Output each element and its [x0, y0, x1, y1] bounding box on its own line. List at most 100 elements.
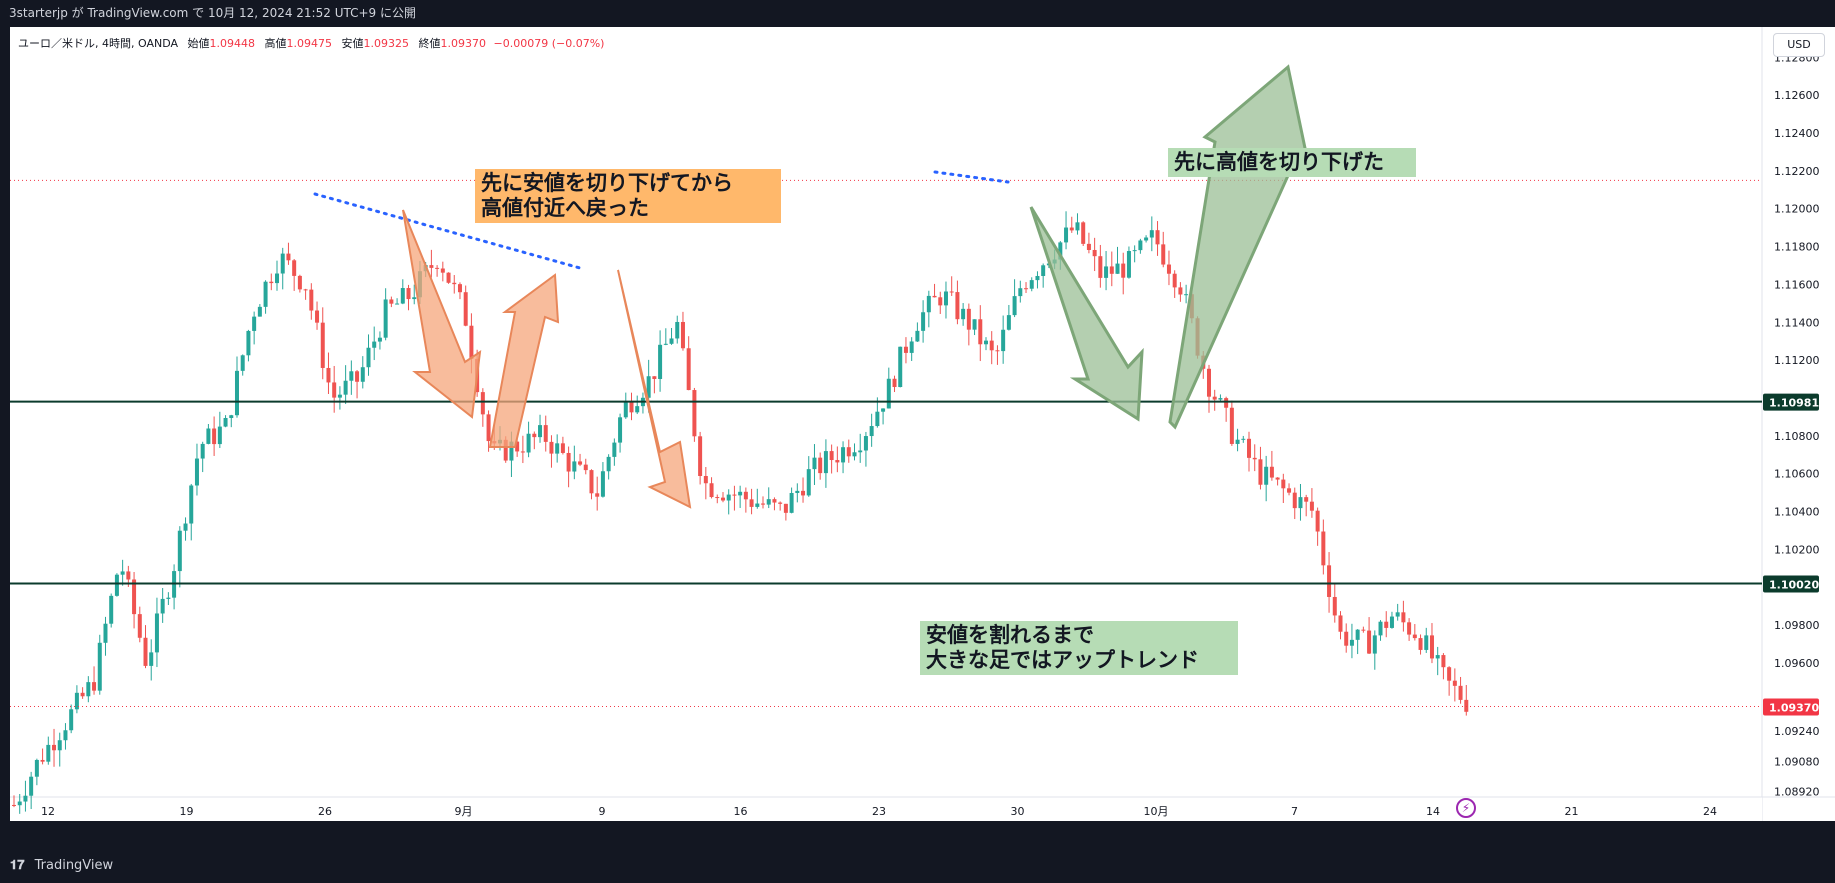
- candle-body: [1086, 243, 1091, 250]
- candle-body: [1075, 222, 1080, 231]
- candle-body: [1355, 629, 1360, 640]
- x-tick-label: 21: [1565, 805, 1579, 818]
- candle-body: [1184, 294, 1189, 296]
- orange-annotation-line-1: 先に安値を切り下げてから: [481, 171, 733, 195]
- candle-body: [823, 451, 828, 474]
- change-value: −0.00079 (−0.07%): [493, 37, 605, 50]
- footer: 𝟏𝟕 TradingView: [0, 849, 1835, 883]
- candle-body: [966, 308, 971, 330]
- candle-body: [1349, 639, 1354, 646]
- candle-body: [829, 451, 834, 461]
- chart-area[interactable]: 1.12800 1.12600 1.12400 1.12200 1.12000 1.118…: [10, 27, 1835, 821]
- close-label: 終値: [418, 37, 441, 50]
- candle-body: [612, 442, 617, 457]
- green-annotation-bottom: 安値を割れるまで 大きな足ではアップトレンド: [920, 621, 1238, 675]
- candle-body: [480, 392, 485, 415]
- candle-body: [1452, 680, 1457, 686]
- currency-button[interactable]: USD: [1773, 33, 1825, 57]
- candle-body: [898, 346, 903, 388]
- candle-body: [40, 759, 45, 762]
- candle-body: [932, 295, 937, 298]
- candle-body: [680, 321, 685, 349]
- candle-body: [863, 436, 868, 451]
- candle-body: [1458, 685, 1463, 700]
- candle-body: [143, 637, 148, 666]
- candle-body: [1372, 635, 1377, 654]
- candle-body: [926, 295, 931, 313]
- y-tick-label: 1.10200: [1774, 543, 1820, 556]
- candle-body: [600, 471, 605, 497]
- y-tick-label: 1.12200: [1774, 165, 1820, 178]
- candle-body: [1155, 230, 1160, 245]
- candle-body: [652, 376, 657, 379]
- trendline-dotted: [933, 170, 1010, 184]
- y-tick-label: 1.11600: [1774, 278, 1820, 291]
- candle-body: [1361, 629, 1366, 631]
- candle-body: [555, 443, 560, 454]
- candle-body: [1212, 396, 1217, 400]
- candle-body: [852, 452, 857, 457]
- candle-body: [315, 310, 320, 323]
- candle-body: [1424, 635, 1429, 650]
- candle-body: [23, 795, 28, 802]
- candle-body: [560, 443, 565, 453]
- candle-body: [183, 523, 188, 531]
- candle-body: [132, 579, 137, 615]
- candle-body: [589, 470, 594, 494]
- candle-body: [978, 319, 983, 345]
- candle-body: [269, 281, 274, 284]
- candle-body: [1081, 222, 1086, 244]
- candle-body: [1269, 466, 1274, 478]
- candle-body: [909, 341, 914, 353]
- candle-body: [789, 492, 794, 513]
- candle-body: [332, 382, 337, 398]
- candle-body: [160, 598, 165, 614]
- candle-body: [303, 289, 308, 291]
- close-value: 1.09370: [440, 37, 487, 50]
- candle-body: [572, 461, 577, 472]
- candlestick-chart[interactable]: 1.128001.126001.124001.122001.120001.118…: [10, 27, 1835, 821]
- candle-body: [1252, 457, 1257, 460]
- y-tick-label: 1.12400: [1774, 127, 1820, 140]
- candle-body: [1172, 273, 1177, 288]
- candle-body: [1435, 655, 1440, 659]
- candle-body: [1287, 488, 1292, 493]
- candle-body: [692, 390, 697, 437]
- candle-body: [275, 273, 280, 284]
- candle-body: [766, 499, 771, 505]
- candle-body: [818, 457, 823, 474]
- candle-body: [658, 344, 663, 379]
- candle-body: [726, 494, 731, 501]
- candle-body: [1161, 244, 1166, 265]
- candle-body: [412, 297, 417, 300]
- candle-body: [1429, 635, 1434, 659]
- candle-body: [46, 744, 51, 762]
- candle-body: [63, 730, 68, 741]
- candle-body: [120, 571, 125, 575]
- level-price-tag: [1763, 393, 1819, 411]
- candle-body: [875, 411, 880, 427]
- candle-body: [1035, 275, 1040, 281]
- candle-body: [1126, 251, 1131, 278]
- x-tick-label: 16: [734, 805, 748, 818]
- tradingview-logo-icon: 𝟏𝟕: [10, 858, 25, 873]
- candle-body: [1069, 227, 1074, 231]
- candle-body: [223, 418, 228, 427]
- candle-body: [1121, 263, 1126, 278]
- candle-body: [52, 744, 57, 751]
- candle-body: [1224, 398, 1229, 408]
- x-tick-label: 9: [599, 805, 606, 818]
- low-label: 安値: [341, 37, 364, 50]
- candle-body: [1412, 634, 1417, 639]
- candle-body: [783, 503, 788, 513]
- candle-body: [74, 692, 79, 710]
- candle-body: [503, 439, 508, 461]
- candle-body: [177, 530, 182, 572]
- candle-body: [1309, 501, 1314, 511]
- orange-arrow-down: [617, 269, 692, 509]
- lightning-alert-icon[interactable]: ⚡: [1456, 798, 1476, 818]
- candle-body: [903, 346, 908, 353]
- green-arrow-down: [1029, 206, 1144, 422]
- candle-body: [1029, 280, 1034, 289]
- candle-body: [835, 460, 840, 463]
